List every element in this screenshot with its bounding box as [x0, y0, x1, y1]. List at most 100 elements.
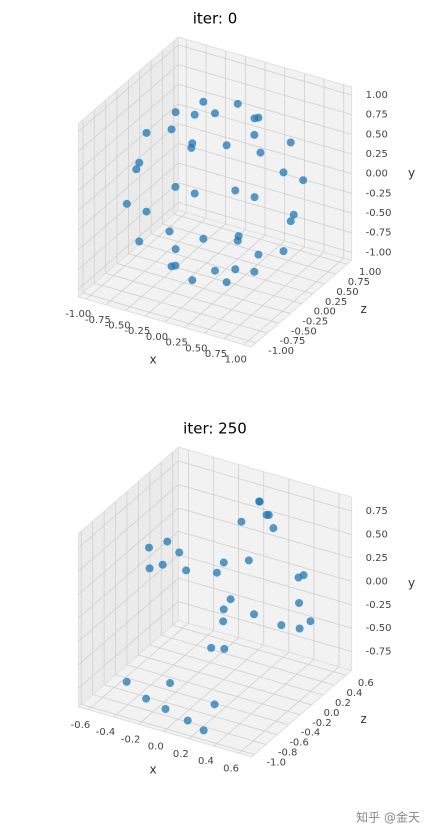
x-tick-label: 0.4 [198, 756, 214, 767]
point [299, 571, 308, 580]
y-tick-label: -0.75 [366, 647, 392, 658]
y-tick-label: 0.00 [366, 169, 388, 180]
point [249, 610, 258, 619]
y-tick-label: 0.25 [366, 149, 388, 160]
y-axis-label: y [408, 166, 415, 180]
grid-line [92, 694, 266, 745]
point [250, 130, 259, 139]
point [250, 193, 259, 202]
grid-line [178, 530, 352, 582]
grid-line [178, 484, 352, 535]
y-tick-label: 0.50 [366, 530, 388, 541]
grid-line [104, 684, 278, 736]
y-tick-label: 0.75 [366, 110, 388, 121]
point [207, 643, 216, 652]
point [219, 617, 228, 626]
grid-line [78, 507, 179, 595]
point [142, 207, 151, 216]
x-tick-label: 0.25 [166, 338, 188, 349]
z-tick-label: -0.2 [312, 718, 332, 729]
point [264, 511, 273, 520]
point [231, 186, 240, 195]
point [295, 624, 304, 633]
point [212, 568, 221, 577]
grid-line [149, 644, 324, 696]
point [226, 595, 235, 604]
point [211, 109, 219, 118]
grid-line [213, 659, 315, 747]
point [222, 278, 231, 287]
grid-line [161, 634, 335, 686]
point [166, 679, 175, 688]
grid-line [78, 460, 179, 549]
point [122, 677, 131, 686]
point [171, 182, 180, 191]
point [233, 236, 242, 245]
point [286, 138, 295, 147]
point [171, 108, 180, 117]
point [220, 644, 229, 653]
grid-line [178, 64, 352, 116]
x-tick-label: -0.6 [71, 720, 91, 731]
point [199, 97, 208, 106]
point [211, 266, 219, 275]
point [190, 110, 199, 119]
x-tick-label: 0.2 [173, 749, 189, 760]
z-tick-label: 0.4 [346, 688, 362, 699]
grid-line [82, 292, 257, 344]
point [188, 276, 197, 285]
grid-line [162, 223, 336, 275]
grid-line [151, 233, 325, 285]
point [222, 141, 231, 150]
grid-line [139, 243, 314, 295]
point [199, 726, 208, 735]
point [279, 247, 288, 256]
point [158, 560, 167, 569]
z-tick-label: 0.00 [314, 307, 336, 318]
x-tick-label: -0.4 [96, 727, 116, 738]
grid-line [178, 83, 352, 135]
grid-line [178, 162, 352, 214]
y-tick-label: -0.50 [366, 208, 392, 219]
grid-line [178, 123, 352, 175]
point [145, 543, 154, 552]
z-tick-label: 0.0 [324, 708, 340, 719]
grid-line [178, 103, 352, 155]
point [306, 617, 315, 626]
y-tick-label: 0.25 [366, 553, 388, 564]
z-tick-label: 0.6 [358, 678, 374, 689]
point [219, 558, 228, 567]
point [255, 497, 264, 506]
grid-line [78, 531, 179, 619]
point [299, 176, 308, 185]
z-tick-label: 1.00 [359, 267, 381, 278]
grid-line [178, 142, 352, 194]
chart-title: iter: 250 [183, 420, 247, 438]
grid-line [138, 654, 312, 706]
x-tick-label: 0.6 [223, 763, 239, 774]
z-tick-label: -0.75 [280, 336, 306, 347]
grid-line [178, 577, 352, 629]
point [165, 227, 174, 236]
point [183, 716, 192, 725]
point [199, 234, 208, 243]
point [237, 517, 246, 526]
grid-line [178, 460, 352, 512]
grid-line [78, 484, 179, 572]
y-tick-label: 0.75 [366, 506, 388, 517]
grid-line [163, 644, 265, 732]
point [167, 125, 176, 134]
point [219, 605, 228, 614]
x-axis-label: x [149, 762, 156, 776]
grid-line [173, 213, 348, 265]
point [231, 265, 240, 274]
point [250, 267, 259, 276]
y-tick-label: -1.00 [366, 247, 392, 258]
z-axis-label: z [360, 302, 366, 316]
point [175, 548, 184, 557]
point [161, 704, 170, 713]
point [289, 210, 298, 219]
grid-line [88, 622, 189, 711]
grid-line [115, 674, 289, 726]
grid-line [78, 601, 179, 689]
